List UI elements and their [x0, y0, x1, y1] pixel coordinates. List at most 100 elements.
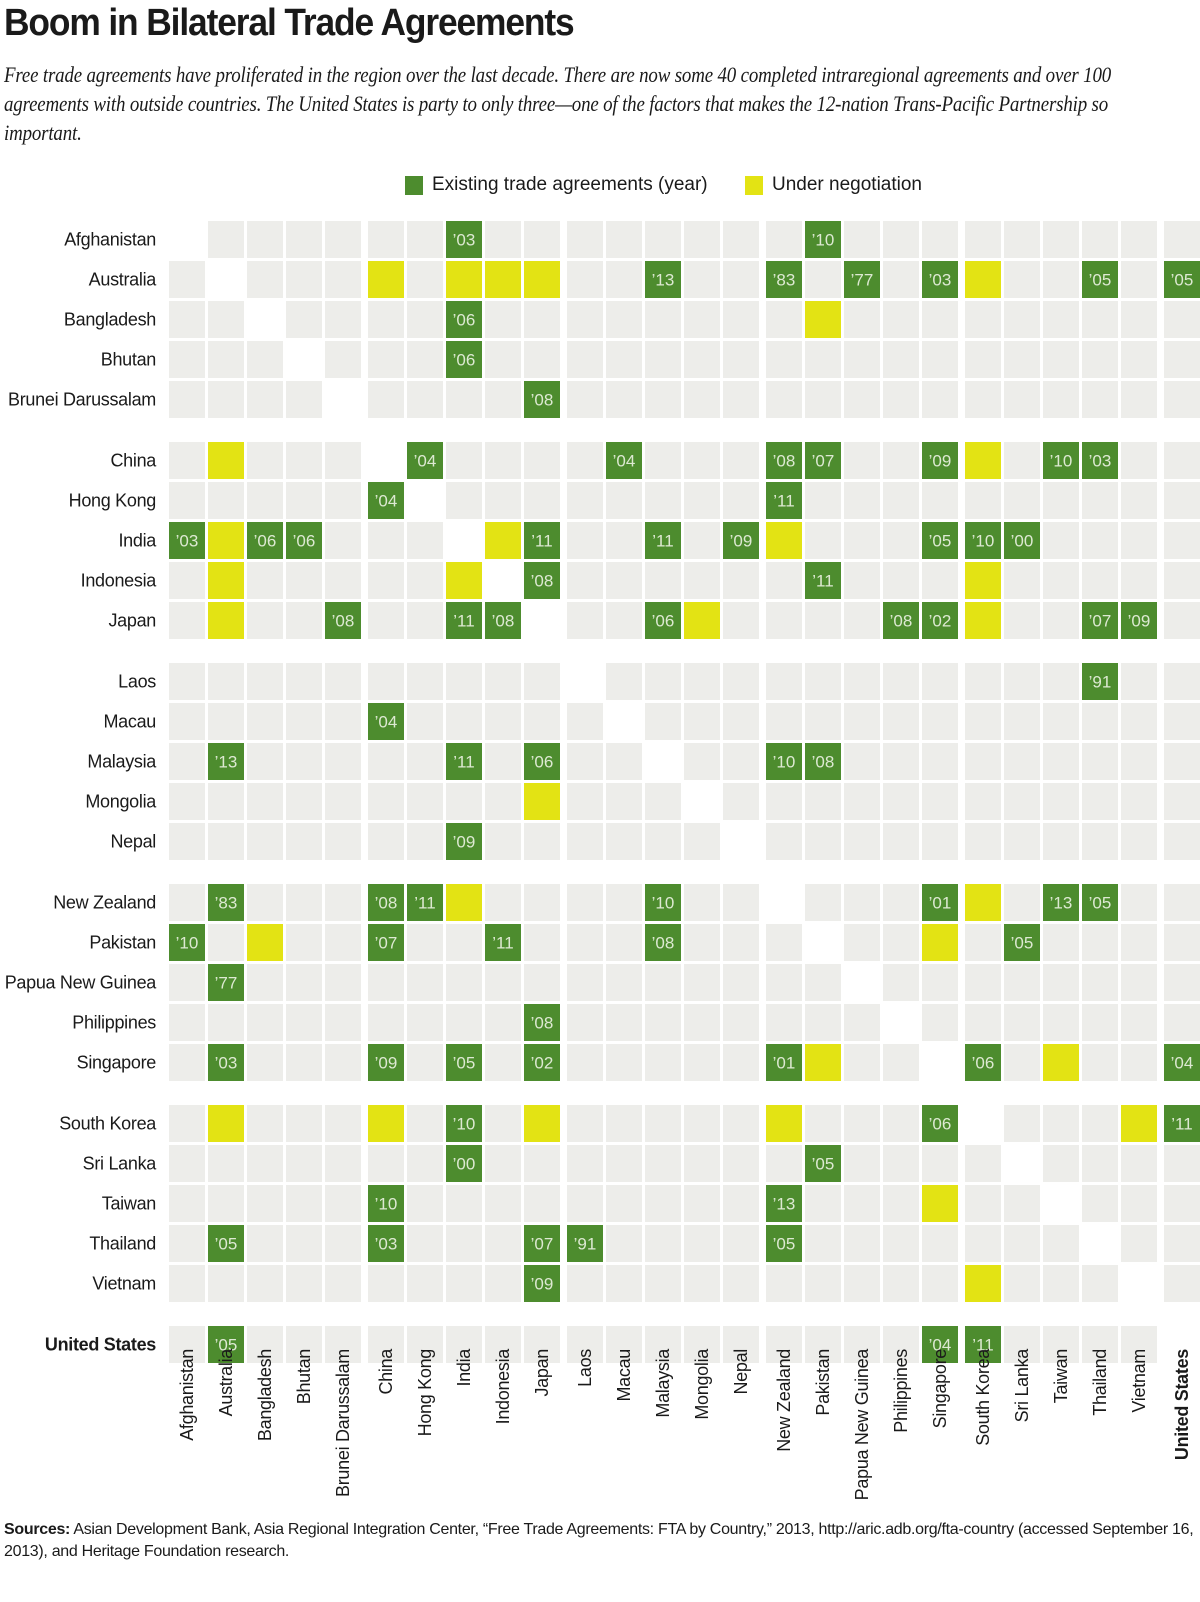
cell-year-label: ’08	[492, 612, 515, 631]
cell-existing	[766, 442, 802, 479]
cell-empty	[645, 823, 681, 860]
cell-empty	[169, 562, 205, 599]
column-label-brunei-darussalam: Brunei Darussalam	[333, 1349, 353, 1497]
cell-empty	[485, 1185, 521, 1222]
cell-year-label: ’04	[929, 1336, 952, 1355]
cell-negotiation	[524, 1105, 560, 1142]
cell-empty	[247, 1004, 283, 1041]
cell-empty	[1121, 884, 1157, 921]
column-label-malaysia: Malaysia	[653, 1348, 673, 1418]
column-label-australia: Australia	[216, 1348, 236, 1417]
column-label-afghanistan: Afghanistan	[177, 1349, 197, 1441]
cell-empty	[1043, 522, 1079, 559]
cell-existing	[805, 221, 841, 258]
cell-empty	[325, 301, 361, 338]
cell-empty	[247, 964, 283, 1001]
cell-negotiation	[368, 1105, 404, 1142]
cell-empty	[169, 823, 205, 860]
cell-empty	[1082, 924, 1118, 961]
cell-empty	[844, 703, 880, 740]
cell-empty	[286, 964, 322, 1001]
cell-empty	[883, 482, 919, 519]
cell-empty	[965, 663, 1001, 700]
cell-year-label: ’07	[531, 1235, 554, 1254]
cell-empty	[1043, 261, 1079, 298]
cell-empty	[883, 381, 919, 418]
cell-empty	[723, 381, 759, 418]
cell-existing	[446, 1105, 482, 1142]
cell-empty	[723, 1185, 759, 1222]
cell-empty	[844, 743, 880, 780]
cell-existing	[645, 884, 681, 921]
cell-year-label: ’05	[215, 1235, 238, 1254]
cell-empty	[805, 964, 841, 1001]
cell-empty	[645, 663, 681, 700]
cell-empty	[883, 261, 919, 298]
cell-empty	[247, 261, 283, 298]
cell-empty	[567, 1265, 603, 1302]
cell-existing	[208, 1326, 244, 1363]
cell-empty	[1004, 1225, 1040, 1262]
cell-empty	[1004, 301, 1040, 338]
cell-empty	[844, 1225, 880, 1262]
row-label-brunei-darussalam: Brunei Darussalam	[8, 390, 156, 410]
cell-empty	[844, 341, 880, 378]
cell-existing	[606, 442, 642, 479]
cell-year-label: ’11	[773, 492, 794, 511]
cell-empty	[1004, 1326, 1040, 1363]
cell-empty	[407, 341, 443, 378]
cell-existing	[1164, 1105, 1200, 1142]
row-label-philippines: Philippines	[72, 1013, 156, 1033]
column-label-mongolia: Mongolia	[692, 1348, 712, 1420]
cell-empty	[325, 924, 361, 961]
cell-existing	[524, 1004, 560, 1041]
cell-empty	[286, 1145, 322, 1182]
cell-empty	[606, 884, 642, 921]
cell-empty	[485, 783, 521, 820]
cell-empty	[325, 261, 361, 298]
cell-empty	[1121, 341, 1157, 378]
cell-empty	[169, 1265, 205, 1302]
cell-empty	[606, 301, 642, 338]
cell-empty	[407, 783, 443, 820]
cell-empty	[883, 221, 919, 258]
cell-empty	[684, 381, 720, 418]
cell-empty	[883, 442, 919, 479]
cell-year-label: ’11	[972, 1336, 993, 1355]
cell-empty	[723, 884, 759, 921]
cell-existing	[485, 924, 521, 961]
cell-empty	[446, 663, 482, 700]
sources-text: Asian Development Bank, Asia Regional In…	[4, 1521, 1194, 1560]
cell-empty	[1082, 1265, 1118, 1302]
cell-empty	[606, 341, 642, 378]
cell-empty	[606, 1004, 642, 1041]
cell-existing	[208, 1044, 244, 1081]
cell-empty	[169, 1044, 205, 1081]
cell-empty	[247, 1185, 283, 1222]
cell-empty	[325, 562, 361, 599]
cell-empty	[606, 663, 642, 700]
cell-existing	[965, 1044, 1001, 1081]
cell-empty	[723, 1326, 759, 1363]
cell-year-label: ’08	[375, 894, 398, 913]
cell-empty	[325, 1225, 361, 1262]
cell-empty	[606, 602, 642, 639]
cell-empty	[325, 663, 361, 700]
cell-empty	[1004, 381, 1040, 418]
cell-empty	[286, 1105, 322, 1142]
cell-empty	[844, 522, 880, 559]
cell-empty	[1004, 783, 1040, 820]
cell-empty	[922, 703, 958, 740]
cell-empty	[169, 743, 205, 780]
cell-empty	[524, 924, 560, 961]
cell-empty	[645, 1185, 681, 1222]
cell-empty	[524, 823, 560, 860]
row-label-taiwan: Taiwan	[102, 1194, 156, 1214]
cell-year-label: ’13	[215, 753, 238, 772]
cell-empty	[1082, 1044, 1118, 1081]
cell-empty	[1121, 562, 1157, 599]
cell-year-label: ’00	[1011, 532, 1034, 551]
cell-empty	[567, 924, 603, 961]
cell-year-label: ’11	[652, 532, 673, 551]
cell-empty	[645, 562, 681, 599]
